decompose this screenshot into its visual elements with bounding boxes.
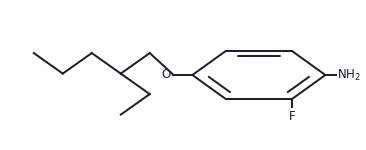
Text: NH$_2$: NH$_2$: [337, 68, 361, 82]
Text: F: F: [289, 110, 295, 123]
Text: O: O: [161, 69, 171, 81]
